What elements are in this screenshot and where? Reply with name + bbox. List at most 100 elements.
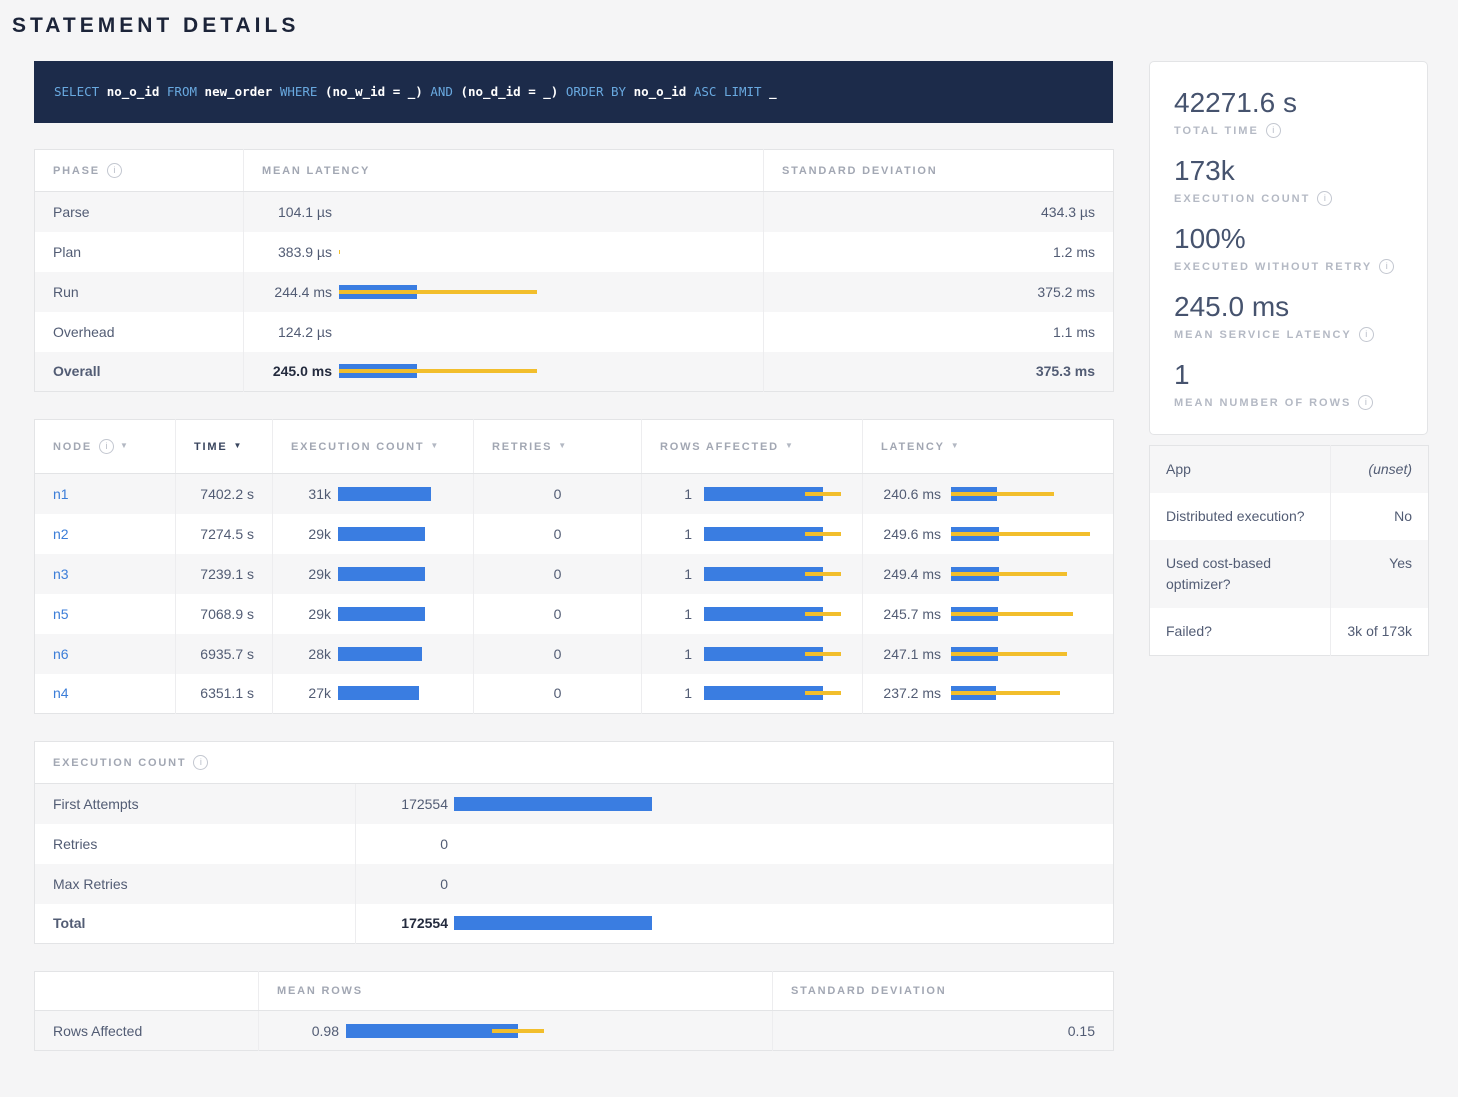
- bar-value-label: 0: [440, 875, 448, 892]
- info-icon[interactable]: i: [106, 163, 122, 178]
- info-icon[interactable]: i: [1358, 327, 1374, 342]
- mean-rows-cell: 0.98: [258, 1010, 773, 1051]
- bar-value-label: 172554: [401, 795, 448, 812]
- sort-arrow-icon: ▼: [558, 440, 568, 450]
- node-link[interactable]: n3: [53, 565, 69, 582]
- stddev-line: [951, 691, 1061, 696]
- info-icon[interactable]: i: [1358, 395, 1374, 410]
- bar-cell: 1: [660, 606, 844, 622]
- bar-cell: 245.7 ms: [881, 606, 1095, 622]
- stat-value: 42271.6 s: [1174, 87, 1297, 118]
- statement-attributes-table: App (unset) Distributed execution? No Used c…: [1149, 445, 1429, 656]
- sql-identifier: _: [769, 84, 777, 99]
- attribute-value-cell: (unset): [1368, 461, 1412, 477]
- sql-identifier: new_order: [204, 84, 273, 99]
- attribute-label-cell: Used cost-based optimizer?: [1149, 540, 1331, 608]
- bar-cell: 172554: [374, 915, 1095, 931]
- stddev-cell: 375.2 ms: [1037, 283, 1095, 300]
- sql-statement-box: SELECT no_o_id FROM new_order WHERE (no_…: [34, 61, 1113, 123]
- sql-identifier: no_o_id: [633, 84, 687, 99]
- column-header-retries[interactable]: RETRIES ▼: [473, 419, 642, 474]
- table-row: n1 7402.2 s 31k 0 1 240.6 ms: [34, 473, 1114, 514]
- count-value-cell: 0: [356, 824, 1114, 864]
- node-link[interactable]: n4: [53, 685, 69, 702]
- rows-affected-cell: 1: [641, 513, 863, 554]
- bar-value-label: 1: [684, 645, 692, 662]
- execution-count-cell: 29k: [272, 513, 474, 554]
- bar-cell: 31k: [291, 486, 455, 502]
- bar-cell: 28k: [291, 646, 455, 662]
- column-header-blank: [34, 971, 259, 1011]
- stddev-line: [805, 611, 841, 616]
- attribute-value-cell: 3k of 173k: [1347, 623, 1412, 639]
- mean-latency-cell: 244.4 ms: [243, 271, 764, 312]
- node-link[interactable]: n2: [53, 525, 69, 542]
- mean-stddev-bar: [704, 526, 841, 541]
- mean-stddev-bar: [339, 284, 537, 299]
- phase-name-cell: Plan: [34, 231, 244, 272]
- execution-count-cell: 28k: [272, 633, 474, 674]
- info-icon[interactable]: i: [1265, 123, 1281, 138]
- bar-cell: 1: [660, 486, 844, 502]
- mean-bar: [338, 686, 419, 701]
- main-layout: SELECT no_o_id FROM new_order WHERE (no_…: [34, 61, 1429, 1078]
- node-link[interactable]: n1: [53, 485, 69, 502]
- bar-cell: 1: [660, 566, 844, 582]
- mean-stddev-bar: [338, 646, 422, 661]
- attribute-label-cell: Failed?: [1149, 608, 1331, 656]
- info-icon[interactable]: i: [98, 439, 114, 454]
- latency-cell: 237.2 ms: [863, 674, 1114, 714]
- bar-value-label: 29k: [308, 565, 331, 582]
- sort-arrow-icon: ▼: [430, 440, 441, 450]
- sql-keyword: LIMIT: [723, 84, 762, 99]
- stat-value: 100%: [1174, 223, 1246, 254]
- table-row: Rows Affected 0.98 0.15: [34, 1010, 1114, 1051]
- node-link[interactable]: n5: [53, 605, 69, 622]
- header-row: PHASE i MEAN LATENCY STANDARD DEVIATION: [34, 149, 1114, 192]
- node-link[interactable]: n6: [53, 645, 69, 662]
- bar-cell: 237.2 ms: [881, 685, 1095, 701]
- sort-arrow-icon: ▼: [784, 440, 795, 450]
- attribute-value-cell: Yes: [1389, 555, 1412, 571]
- execution-count-cell: 29k: [272, 593, 474, 634]
- sql-identifier: (no_d_id = _): [460, 84, 559, 99]
- bar-value-label: 29k: [308, 525, 331, 542]
- header-row: NODE i ▼ TIME ▼ EXECUTION COUNT ▼ RETRIES ▼ ROWS …: [34, 419, 1114, 474]
- column-header-latency[interactable]: LATENCY ▼: [862, 419, 1114, 474]
- stddev-cell: 434.3 µs: [1041, 203, 1095, 220]
- bar-value-label: 27k: [308, 685, 331, 702]
- table-row: n3 7239.1 s 29k 0 1 249.4 ms: [34, 553, 1114, 594]
- mean-stddev-bar: [338, 566, 425, 581]
- column-header-phase: PHASE i: [34, 149, 244, 192]
- node-cell: n5: [34, 593, 176, 634]
- mean-bar: [704, 566, 823, 581]
- summary-stat: 173k EXECUTION COUNT i: [1174, 155, 1403, 206]
- bar-value-label: 1: [684, 485, 692, 502]
- column-header-node[interactable]: NODE i ▼: [34, 419, 176, 474]
- mean-bar: [338, 486, 431, 501]
- mean-latency-cell: 124.2 µs: [243, 311, 764, 352]
- sidebar-column: 42271.6 s TOTAL TIME i 173k EXECUTION COUNT i…: [1149, 61, 1429, 656]
- info-icon[interactable]: i: [1317, 191, 1333, 206]
- bar-cell: 1: [660, 646, 844, 662]
- summary-stat: 42271.6 s TOTAL TIME i: [1174, 87, 1403, 138]
- stddev-line: [951, 531, 1090, 536]
- bar-value-label: 124.2 µs: [278, 323, 332, 340]
- mean-stddev-bar: [951, 606, 1073, 621]
- bar-value-label: 237.2 ms: [883, 685, 941, 702]
- mean-stddev-bar: [454, 796, 653, 811]
- count-value-cell: 0: [356, 864, 1114, 904]
- stat-label: MEAN SERVICE LATENCY i: [1174, 327, 1403, 342]
- column-header-execution-count[interactable]: EXECUTION COUNT ▼: [272, 419, 474, 474]
- info-icon[interactable]: i: [193, 755, 209, 770]
- column-header-rows-affected[interactable]: ROWS AFFECTED ▼: [641, 419, 863, 474]
- stat-label: EXECUTION COUNT i: [1174, 191, 1403, 206]
- info-icon[interactable]: i: [1379, 259, 1395, 274]
- node-cell: n2: [34, 513, 176, 554]
- stddev-line: [339, 369, 538, 374]
- mean-stddev-bar: [704, 566, 841, 581]
- phase-name-cell: Overhead: [34, 311, 244, 352]
- bar-cell: 29k: [291, 566, 455, 582]
- stddev-line: [805, 651, 841, 656]
- column-header-time[interactable]: TIME ▼: [175, 419, 273, 474]
